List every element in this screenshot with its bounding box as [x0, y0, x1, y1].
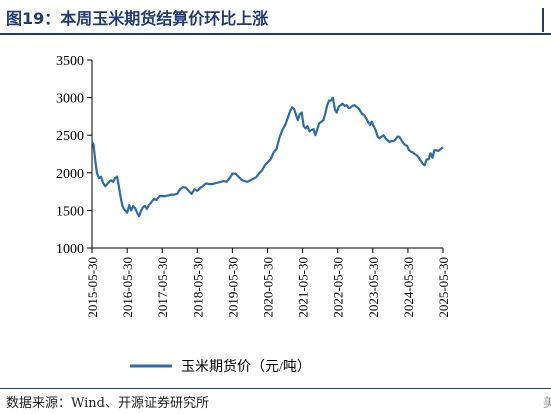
title-rule	[0, 33, 551, 35]
data-source: 数据来源：Wind、开源证券研究所	[6, 396, 209, 411]
y-tick-label: 3000	[56, 92, 84, 107]
x-tick-label: 2021-05-30	[296, 257, 311, 318]
y-tick-label: 1500	[56, 204, 84, 219]
y-tick-label: 1000	[56, 242, 84, 257]
y-tick-label: 2000	[56, 167, 84, 182]
series-layer	[91, 96, 444, 218]
x-tick-label: 2024-05-30	[401, 257, 416, 318]
edge-mark: 美	[543, 396, 551, 411]
legend-label: 玉米期货价（元/吨）	[181, 358, 311, 375]
x-tick-label: 2019-05-30	[225, 257, 240, 318]
x-tick-label: 2025-05-30	[436, 257, 451, 318]
footer-rule	[0, 388, 551, 389]
x-tick-label: 2016-05-30	[120, 257, 135, 318]
x-tick-label: 2022-05-30	[331, 257, 346, 318]
x-tick-label: 2018-05-30	[190, 257, 205, 318]
legend: 玉米期货价（元/吨）	[130, 358, 311, 375]
y-axis: 1000 1500 2000 2500 3000 3500	[56, 54, 93, 257]
y-tick-label: 2500	[56, 129, 84, 144]
series-line-corn-futures	[91, 96, 444, 218]
y-tick-label: 3500	[56, 54, 84, 69]
x-axis: 2015-05-30 2016-05-30 2017-05-30 2018-05-30…	[85, 247, 451, 318]
edge-divider	[542, 8, 544, 32]
corn-futures-line-chart: 1000 1500 2000 2500 3000 3500 2015-05-30 2016-…	[56, 54, 451, 375]
x-tick-label: 2017-05-30	[155, 257, 170, 318]
figure-title: 图19：本周玉米期货结算价环比上涨	[6, 9, 269, 28]
x-tick-label: 2023-05-30	[366, 257, 381, 318]
x-tick-label: 2020-05-30	[261, 257, 276, 318]
x-tick-label: 2015-05-30	[85, 257, 100, 318]
